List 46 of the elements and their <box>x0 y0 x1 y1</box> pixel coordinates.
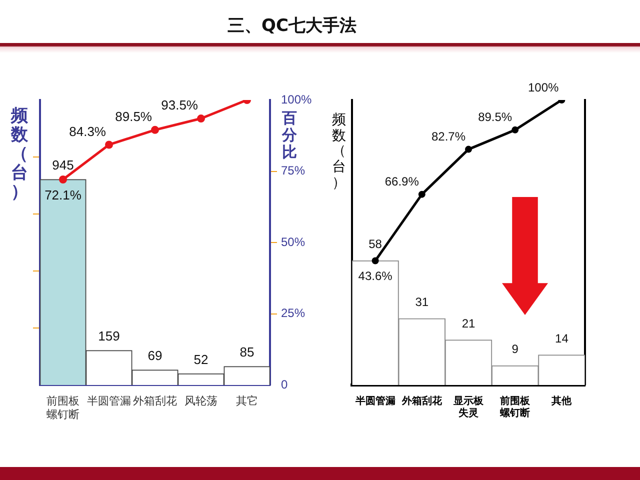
y2-tick-label: 75% <box>281 164 306 178</box>
x-tick-label: 外箱刮花 <box>133 394 177 408</box>
y2-tick-label: 25% <box>281 306 306 320</box>
data-label: 100% <box>528 80 560 94</box>
point <box>151 126 159 134</box>
x-tick-label: 前围板螺钉断 <box>46 396 80 421</box>
chart-title: 三、QC七大手法 <box>228 15 356 37</box>
x-tick-label: 半圆管漏 <box>87 394 131 408</box>
data-label: 89.5% <box>478 110 512 124</box>
point <box>197 114 205 123</box>
point <box>418 190 426 198</box>
y-axis-title: 频数（台） <box>11 106 28 202</box>
x-tick-label: 显示板失灵 <box>452 394 484 419</box>
y2-tick-label: 100% <box>281 92 312 106</box>
x-tick-label: 半圆管漏 <box>354 394 396 407</box>
data-label: 9 <box>512 342 519 356</box>
data-label: 93.5% <box>161 98 198 113</box>
x-tick-label: 其它 <box>236 394 258 408</box>
data-label: 58 <box>368 237 382 252</box>
point <box>105 140 113 149</box>
data-label: 69 <box>148 348 162 364</box>
data-label: 89.5% <box>115 109 152 124</box>
x-tick-label: 外箱刮花 <box>400 394 443 407</box>
data-label: 14 <box>555 331 569 346</box>
data-label: 43.6% <box>358 269 393 284</box>
point <box>465 146 472 153</box>
data-label: 82.7% <box>431 130 466 144</box>
y2-axis-title: 百分比 <box>282 109 297 161</box>
data-label: 66.9% <box>384 174 420 189</box>
data-label: 84.3% <box>69 124 106 139</box>
data-label: 72.1% <box>44 188 82 203</box>
data-label: 21 <box>462 316 476 330</box>
point <box>59 176 67 184</box>
data-label: 945 <box>52 157 74 172</box>
data-label: 85 <box>240 344 254 360</box>
data-label: 159 <box>98 328 120 344</box>
x-tick-label: 前围板螺钉断 <box>499 394 532 419</box>
x-tick-label: 风轮荡 <box>184 394 218 408</box>
y2-tick-label: 0 <box>281 377 288 392</box>
point <box>512 126 519 134</box>
x-tick-label: 其他 <box>550 394 573 407</box>
data-label: 52 <box>194 352 208 367</box>
y2-tick-label: 50% <box>281 234 306 249</box>
point <box>372 257 379 264</box>
data-label: 31 <box>415 294 429 309</box>
y-axis-title: 频数（台） <box>332 112 346 192</box>
